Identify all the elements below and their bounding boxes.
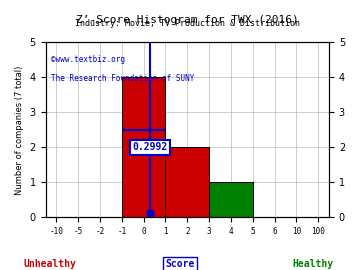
Text: Industry: Movie, TV Production & Distribution: Industry: Movie, TV Production & Distrib… [75,19,300,28]
Text: Healthy: Healthy [293,259,334,269]
Text: The Research Foundation of SUNY: The Research Foundation of SUNY [51,74,194,83]
Y-axis label: Number of companies (7 total): Number of companies (7 total) [15,65,24,195]
Text: ©www.textbiz.org: ©www.textbiz.org [51,55,125,64]
Bar [209,183,253,217]
Bar [166,147,209,217]
Title: Z’-Score Histogram for TWX (2016): Z’-Score Histogram for TWX (2016) [76,15,299,25]
Text: Unhealthy: Unhealthy [24,259,77,269]
Text: 0.2992: 0.2992 [132,142,168,152]
Text: Score: Score [165,259,195,269]
Bar [122,77,166,217]
